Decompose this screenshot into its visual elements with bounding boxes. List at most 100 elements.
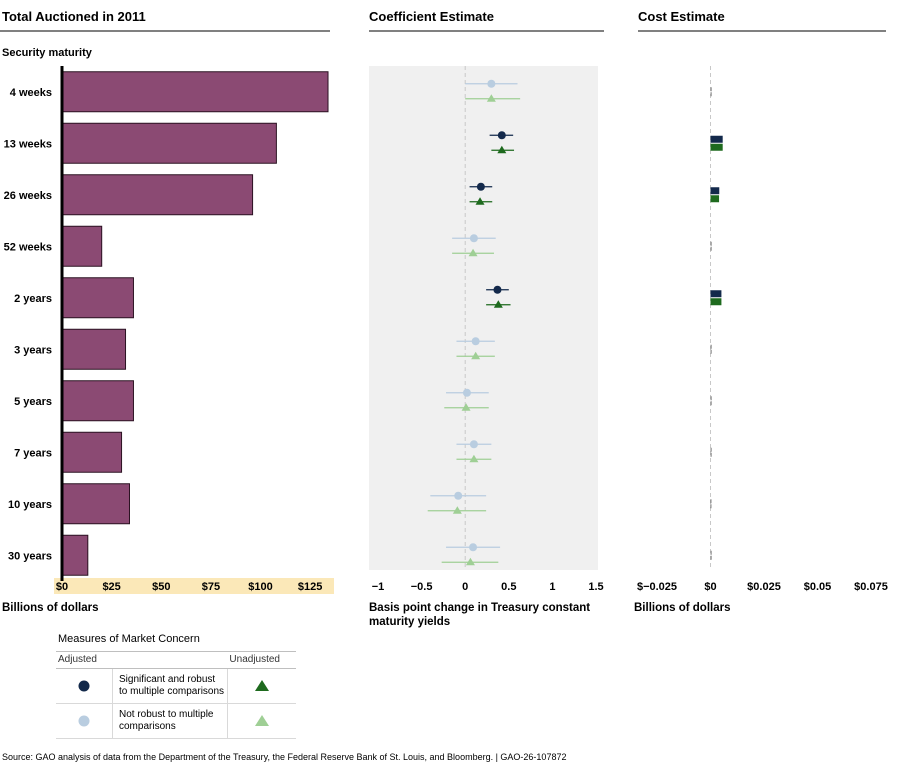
- coefficient-points: −1 −0.5 0 0.5 1 1.5: [372, 66, 604, 593]
- auctioned-tick-3: $75: [202, 581, 220, 593]
- auctioned-panel-title: Total Auctioned in 2011: [2, 9, 146, 24]
- legend-col-adjusted: Adjusted: [58, 654, 97, 665]
- bar-3-years: [61, 328, 127, 370]
- legend-row-not-robust: Not robust to multiple comparisons: [56, 704, 296, 739]
- cost-tick-0: $−0.025: [637, 581, 677, 593]
- point-adjusted-4-weeks: [487, 79, 496, 88]
- cost-bar-unadjusted-3-years: [710, 349, 712, 354]
- category-label-52-weeks: 52 weeks: [4, 241, 52, 253]
- legend-label-significant: Significant and robust to multiple compar…: [112, 669, 228, 703]
- point-unadjusted-13-weeks: [497, 145, 507, 154]
- point-adjusted-13-weeks: [497, 131, 506, 140]
- point-adjusted-52-weeks: [469, 234, 478, 243]
- cost-bar-adjusted-52-weeks: [710, 241, 712, 246]
- bar-7-years: [61, 431, 123, 473]
- auctioned-bars: 4 weeks 13 weeks 26 weeks 52 weeks 2 years 3 …: [4, 66, 329, 593]
- light-triangle-icon: [228, 704, 296, 738]
- category-label-30-years: 30 years: [8, 550, 52, 562]
- point-unadjusted-10-years: [452, 506, 462, 514]
- cost-bar-adjusted-2-years: [710, 290, 722, 298]
- point-unadjusted-30-years: [465, 557, 475, 566]
- cost-bar-unadjusted-26-weeks: [710, 195, 720, 203]
- point-adjusted-7-years: [469, 440, 478, 449]
- bar-26-weeks: [61, 174, 254, 216]
- dark-triangle-icon: [228, 669, 296, 703]
- coefficient-tick-0: −1: [372, 581, 385, 593]
- category-label-7-years: 7 years: [14, 447, 52, 459]
- auctioned-tick-5: $125: [298, 581, 322, 593]
- auctioned-tick-0: $0: [56, 581, 68, 593]
- cost-bar-unadjusted-5-years: [710, 401, 712, 406]
- coefficient-tick-2: 0: [462, 581, 468, 593]
- cost-bar-adjusted-26-weeks: [710, 187, 720, 195]
- point-adjusted-10-years: [454, 491, 463, 500]
- legend-header: Adjusted Unadjusted: [56, 652, 296, 669]
- point-unadjusted-5-years: [461, 403, 471, 411]
- source-note: Source: GAO analysis of data from the De…: [2, 752, 567, 762]
- coefficient-tick-3: 0.5: [501, 581, 516, 593]
- auctioned-tick-2: $50: [152, 581, 170, 593]
- cost-bar-unadjusted-10-years: [710, 504, 712, 509]
- bar-4-weeks: [61, 71, 329, 113]
- auctioned-tick-4: $100: [248, 581, 272, 593]
- category-label-3-years: 3 years: [14, 344, 52, 356]
- point-unadjusted-4-weeks: [486, 94, 496, 102]
- point-unadjusted-7-years: [469, 454, 479, 463]
- auctioned-tick-1: $25: [102, 581, 120, 593]
- coefficient-x-axis-title-line1: Basis point change in Treasury constant: [369, 602, 590, 614]
- point-adjusted-26-weeks: [476, 182, 485, 191]
- point-adjusted-3-years: [471, 337, 480, 346]
- cost-tick-1: $0: [704, 581, 716, 593]
- category-label-2-years: 2 years: [14, 293, 52, 305]
- coefficient-tick-1: −0.5: [411, 581, 433, 593]
- legend-col-unadjusted: Unadjusted: [229, 654, 280, 665]
- cost-panel-title: Cost Estimate: [638, 9, 725, 24]
- category-label-5-years: 5 years: [14, 396, 52, 408]
- category-label-13-weeks: 13 weeks: [4, 138, 52, 150]
- cost-bar-adjusted-13-weeks: [710, 135, 723, 143]
- cost-bar-unadjusted-13-weeks: [710, 143, 723, 151]
- coefficient-tick-5: 1.5: [588, 581, 603, 593]
- light-circle-icon: [56, 704, 112, 738]
- point-unadjusted-3-years: [471, 351, 481, 360]
- bar-30-years: [61, 534, 89, 576]
- legend-label-not-robust: Not robust to multiple comparisons: [112, 704, 228, 738]
- coefficient-panel-title: Coefficient Estimate: [369, 9, 494, 24]
- point-adjusted-30-years: [469, 543, 478, 552]
- category-label-4-weeks: 4 weeks: [10, 87, 52, 99]
- bar-52-weeks: [61, 225, 103, 267]
- auctioned-x-axis-title: Billions of dollars: [2, 602, 98, 614]
- cost-bar-adjusted-10-years: [710, 499, 712, 504]
- cost-bar-unadjusted-30-years: [710, 555, 712, 560]
- cost-x-axis-title: Billions of dollars: [634, 602, 730, 614]
- point-adjusted-2-years: [493, 285, 502, 294]
- bar-10-years: [61, 483, 130, 525]
- legend-title: Measures of Market Concern: [56, 633, 296, 652]
- point-adjusted-5-years: [462, 388, 471, 397]
- point-unadjusted-26-weeks: [475, 197, 485, 205]
- legend-row-significant: Significant and robust to multiple compar…: [56, 669, 296, 704]
- point-unadjusted-2-years: [493, 300, 503, 308]
- category-axis-label: Security maturity: [2, 47, 93, 59]
- coefficient-tick-4: 1: [549, 581, 555, 593]
- cost-bars: $−0.025 $0 $0.025 $0.05 $0.075: [637, 66, 888, 593]
- cost-tick-2: $0.025: [747, 581, 781, 593]
- category-label-26-weeks: 26 weeks: [4, 190, 52, 202]
- legend: Measures of Market Concern Adjusted Unad…: [56, 633, 296, 739]
- cost-bar-unadjusted-4-weeks: [710, 92, 712, 97]
- bar-13-weeks: [61, 122, 277, 164]
- cost-bar-unadjusted-52-weeks: [710, 246, 712, 251]
- cost-bar-unadjusted-2-years: [710, 298, 722, 306]
- point-unadjusted-52-weeks: [468, 248, 478, 257]
- cost-bar-adjusted-5-years: [710, 396, 712, 401]
- cost-bar-unadjusted-7-years: [710, 452, 712, 457]
- cost-bar-adjusted-7-years: [710, 447, 712, 452]
- cost-bar-adjusted-30-years: [710, 550, 712, 555]
- bar-5-years: [61, 380, 134, 422]
- cost-tick-4: $0.075: [854, 581, 888, 593]
- category-label-10-years: 10 years: [8, 499, 52, 511]
- auctioned-axis-highlight: [54, 578, 334, 594]
- coefficient-plot-area: [369, 66, 598, 570]
- cost-bar-adjusted-3-years: [710, 344, 712, 349]
- cost-tick-3: $0.05: [804, 581, 832, 593]
